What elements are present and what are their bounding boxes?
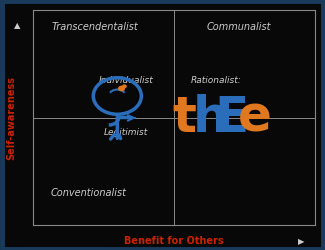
Text: Transcendentalist: Transcendentalist	[51, 22, 138, 32]
Text: Rationalist:: Rationalist:	[191, 76, 242, 86]
Circle shape	[119, 86, 124, 90]
Text: Self-awareness: Self-awareness	[6, 76, 16, 160]
Text: ▶: ▶	[298, 236, 304, 246]
Text: Communalist: Communalist	[207, 22, 271, 32]
Circle shape	[123, 85, 126, 87]
Text: Benefit for Others: Benefit for Others	[124, 236, 224, 246]
Text: e: e	[238, 94, 271, 142]
Text: Conventionalist: Conventionalist	[51, 188, 127, 198]
Text: Legitimist: Legitimist	[104, 128, 148, 137]
Text: Individualist: Individualist	[98, 76, 153, 86]
Text: h: h	[192, 94, 228, 142]
Text: t: t	[173, 94, 196, 142]
Text: E: E	[215, 94, 249, 142]
Text: ▲: ▲	[14, 20, 20, 30]
